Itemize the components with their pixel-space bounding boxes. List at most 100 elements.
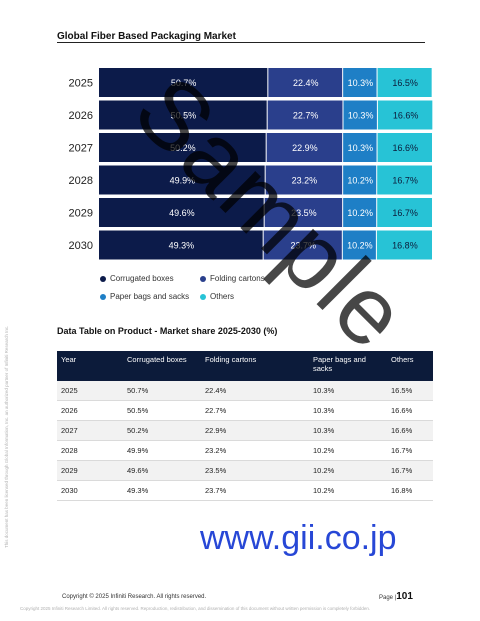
data-label: 10.2% <box>347 176 373 186</box>
cell-others: 16.8% <box>387 480 433 501</box>
legend-item-others: Others <box>200 292 234 301</box>
data-label: 50.5% <box>171 111 197 121</box>
data-label: 10.2% <box>347 241 373 251</box>
cell-year: 2025 <box>57 381 123 401</box>
footer-legal-note: Copyright 2025 Infiniti Research Limited… <box>20 606 371 611</box>
data-label: 16.6% <box>393 111 419 121</box>
bar-segment <box>263 230 342 260</box>
data-label: 23.5% <box>291 208 317 218</box>
table-row: 2030 49.3% 23.7% 10.2% 16.8% <box>57 480 433 501</box>
cell-corrugated: 49.3% <box>123 480 201 501</box>
y-tick-label: 2027 <box>69 143 93 155</box>
cell-folding: 23.7% <box>201 480 309 501</box>
data-label: 10.3% <box>348 111 374 121</box>
y-tick-label: 2029 <box>69 208 93 220</box>
page-title: Global Fiber Based Packaging Market <box>57 31 236 42</box>
data-label: 16.7% <box>392 208 418 218</box>
cell-corrugated: 50.5% <box>123 400 201 421</box>
cell-corrugated: 49.9% <box>123 440 201 461</box>
bar-segment <box>99 230 263 260</box>
page-label: Page | <box>379 595 397 601</box>
cell-folding: 22.4% <box>201 381 309 401</box>
legend-label: Folding cartons <box>210 274 265 283</box>
bar-segment <box>99 198 264 227</box>
table-row: 2026 50.5% 22.7% 10.3% 16.6% <box>57 400 433 421</box>
bar-segment <box>377 165 432 195</box>
data-label: 22.4% <box>293 78 319 88</box>
cell-year: 2028 <box>57 440 123 461</box>
data-label: 49.9% <box>170 176 196 186</box>
cell-year: 2030 <box>57 480 123 501</box>
table-title: Data Table on Product - Market share 202… <box>57 326 278 336</box>
legend-item-folding: Folding cartons <box>200 274 265 283</box>
bar-segment <box>268 68 343 97</box>
bar-segment <box>377 198 432 227</box>
footer-copyright: Copyright © 2025 Infiniti Research. All … <box>62 594 207 600</box>
y-tick-label: 2025 <box>69 78 93 90</box>
header-paper-bags: Paper bags and sacks <box>313 355 366 374</box>
header-folding: Folding cartons <box>205 355 257 364</box>
market-share-table: Year Corrugated boxes Folding cartons Pa… <box>57 351 433 501</box>
data-label: 23.2% <box>292 176 318 186</box>
bar-segment <box>267 100 343 130</box>
site-watermark: www.gii.co.jp <box>200 519 397 557</box>
cell-paper-bags: 10.2% <box>309 440 387 461</box>
data-label: 10.3% <box>348 78 374 88</box>
bar-segment <box>264 198 343 227</box>
footer-page: Page |101 <box>379 591 413 602</box>
data-label: 22.7% <box>293 111 319 121</box>
cell-folding: 22.9% <box>201 420 309 441</box>
cell-year: 2027 <box>57 420 123 441</box>
cell-year: 2026 <box>57 400 123 421</box>
bar-segment <box>99 165 265 195</box>
y-tick-label: 2028 <box>69 175 93 187</box>
cell-corrugated: 50.7% <box>123 381 201 401</box>
page-number: 101 <box>396 591 413 602</box>
cell-paper-bags: 10.2% <box>309 460 387 481</box>
legend-label: Corrugated boxes <box>110 274 174 283</box>
cell-others: 16.5% <box>387 381 433 401</box>
bar-segment <box>99 68 268 97</box>
data-label: 10.3% <box>348 143 374 153</box>
bar-segment <box>343 100 377 130</box>
cell-folding: 23.2% <box>201 440 309 461</box>
legend-label: Paper bags and sacks <box>110 292 190 301</box>
bar-segment <box>99 100 267 130</box>
cell-paper-bags: 10.3% <box>309 420 387 441</box>
data-label: 49.6% <box>169 208 195 218</box>
stacked-bar-chart: 2025 50.7% 22.4% 10.3% 16.5% 2026 50.5% 22.7% 10… <box>69 68 433 260</box>
legend-label: Others <box>210 292 235 301</box>
table-header-row: Year Corrugated boxes Folding cartons Pa… <box>57 351 433 381</box>
cell-year: 2029 <box>57 460 123 481</box>
bar-segment <box>343 165 377 195</box>
bar-segment <box>377 100 433 130</box>
bar-segment <box>377 133 432 162</box>
data-label: 10.2% <box>347 208 373 218</box>
cell-others: 16.7% <box>387 460 433 481</box>
cell-folding: 22.7% <box>201 400 309 421</box>
bar-segment <box>343 68 377 97</box>
data-label: 16.7% <box>392 176 418 186</box>
cell-paper-bags: 10.3% <box>309 381 387 401</box>
cell-others: 16.7% <box>387 440 433 461</box>
cell-corrugated: 50.2% <box>123 420 201 441</box>
header-corrugated: Corrugated boxes <box>127 355 187 364</box>
bar-segment <box>343 133 377 162</box>
cell-others: 16.6% <box>387 420 433 441</box>
cell-paper-bags: 10.2% <box>309 480 387 501</box>
bar-segment <box>377 68 432 97</box>
header-others: Others <box>391 355 414 364</box>
cell-folding: 23.5% <box>201 460 309 481</box>
data-label: 50.2% <box>170 143 196 153</box>
y-tick-label: 2030 <box>69 240 93 252</box>
table-row: 2025 50.7% 22.4% 10.3% 16.5% <box>57 381 433 401</box>
legend-swatch <box>100 275 106 282</box>
y-tick-label: 2026 <box>69 110 93 122</box>
table-row: 2027 50.2% 22.9% 10.3% 16.6% <box>57 420 433 441</box>
data-label: 16.8% <box>392 241 418 251</box>
legend-swatch <box>100 293 106 300</box>
bar-segment <box>265 165 343 195</box>
title-rule <box>57 42 425 43</box>
legend-swatch <box>200 293 206 300</box>
cell-others: 16.6% <box>387 400 433 421</box>
